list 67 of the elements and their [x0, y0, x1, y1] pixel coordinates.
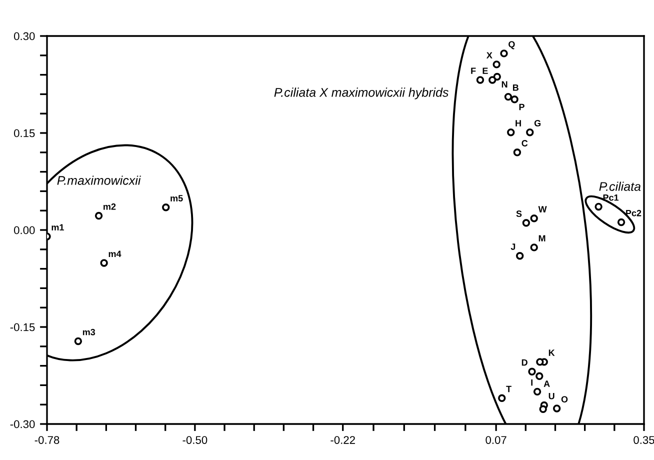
point: [522, 219, 530, 227]
data-label: U: [548, 392, 554, 400]
data-label: K: [548, 350, 555, 356]
data-label: N: [502, 81, 508, 88]
data-label: m2: [104, 203, 116, 210]
data-label: m5: [170, 195, 183, 202]
x-tick-label: -0.78: [34, 436, 60, 444]
point: [476, 76, 484, 84]
x-tick-label: 0.07: [486, 436, 506, 444]
series-label: P.ciliata: [599, 182, 641, 191]
y-tick-label: 0.00: [14, 226, 35, 234]
data-label: H: [516, 120, 521, 126]
point: [533, 388, 542, 396]
point: [498, 394, 506, 402]
y-tick-label: -0.30: [10, 420, 35, 428]
point: [528, 368, 536, 376]
data-label: A: [544, 380, 550, 387]
point: [507, 128, 515, 136]
point: [552, 404, 561, 412]
y-tick-label: 0.30: [14, 32, 35, 40]
data-label: B: [512, 84, 518, 91]
y-tick-label: -0.15: [10, 323, 35, 332]
data-label: O: [561, 396, 568, 403]
point: [530, 244, 538, 252]
point: [162, 204, 170, 212]
point: [513, 148, 522, 156]
data-label: J: [510, 244, 516, 250]
point: [539, 405, 547, 413]
point: [594, 202, 602, 211]
data-label: S: [516, 210, 522, 217]
data-label: M: [538, 235, 546, 242]
point: [617, 218, 626, 226]
x-tick-label: -0.22: [330, 436, 355, 444]
y-tick-label: 0.15: [14, 129, 35, 138]
point: [530, 214, 538, 222]
point: [94, 212, 103, 220]
x-tick-label: -0.50: [182, 436, 208, 444]
point: [516, 252, 524, 260]
data-label: m3: [82, 328, 96, 336]
point: [500, 50, 508, 58]
point: [510, 96, 518, 104]
data-label: Pc1: [603, 194, 619, 201]
point: [74, 337, 82, 346]
point: [100, 259, 108, 267]
data-label: F: [471, 68, 476, 74]
data-label: P: [519, 104, 524, 110]
data-label: I: [531, 379, 533, 386]
data-label: G: [534, 120, 541, 126]
point: [536, 372, 544, 380]
data-label: C: [522, 140, 528, 146]
data-label: X: [486, 52, 492, 58]
point: [536, 358, 544, 366]
point: [493, 72, 501, 81]
text: P.maximowicxii: [57, 176, 141, 185]
data-label: D: [522, 359, 528, 366]
data-label: Q: [508, 41, 515, 50]
x-tick-label: 0.35: [634, 436, 654, 444]
data-label: m1: [52, 224, 64, 230]
data-label: T: [506, 386, 512, 392]
point: [488, 76, 496, 84]
data-label: E: [482, 68, 488, 74]
point: [492, 60, 500, 68]
data-label: W: [538, 206, 547, 212]
data-label: m4: [108, 250, 122, 257]
text: P.ciliata X maximowicxii hybrids: [274, 88, 448, 100]
point: [526, 128, 534, 136]
point: [504, 92, 512, 101]
